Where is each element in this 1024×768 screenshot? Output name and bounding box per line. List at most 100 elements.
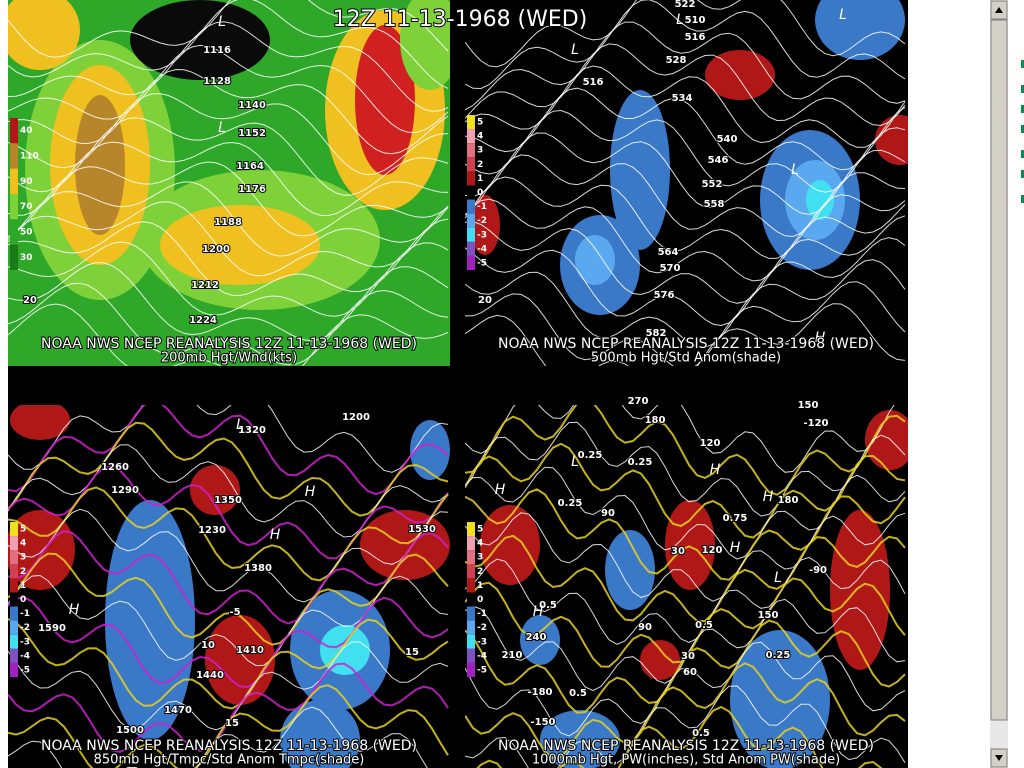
contour-label: 0.25 [628,457,653,468]
contour-label: 1260 [101,462,129,473]
contour-line [8,574,449,667]
contour-label: 30 [681,651,695,662]
contour-line [8,405,449,473]
pressure-center: L [236,417,244,433]
contour-label: 180 [778,495,799,506]
legend-swatch [10,550,18,565]
contour-label: 1128 [203,76,231,87]
legend-swatch [467,550,475,565]
contour-label: -180 [527,687,552,698]
legend-label: -5 [477,665,487,675]
legend-label: 110 [20,152,39,162]
legend-swatch [467,115,475,130]
legend-label: -3 [477,230,487,240]
contour-label: 1212 [191,280,219,291]
contour-label: 582 [646,328,667,339]
contour-label: 120 [700,438,721,449]
legend-swatch [467,620,475,635]
pressure-center: L [571,454,579,470]
contour-line [465,259,906,349]
contour-line [8,68,449,155]
contour-line [465,87,906,171]
contour-label: -5 [229,607,240,618]
contour-label: 1116 [203,45,231,56]
legend-swatch [467,241,475,256]
legend-swatch [467,171,475,186]
pressure-center: H [533,604,544,620]
contour-line [465,109,906,193]
panel-subcaption: 500mb Hgt/Std Anom(shade) [591,351,781,366]
contour-label: 564 [658,247,679,258]
legend-label: -1 [477,609,487,619]
legend-label: -2 [477,216,487,226]
pressure-center: H [305,484,316,500]
map-title: 12Z 11-13-1968 (WED) [333,7,588,32]
contour-line [465,303,906,366]
contour-line [465,0,906,68]
contour-label: 150 [798,400,819,411]
legend-label: 3 [477,553,483,563]
contour-label: 150 [758,610,779,621]
contour-line [465,215,906,304]
contour-line [465,405,895,473]
contour-label: 558 [704,199,725,210]
legend-label: 70 [20,202,33,212]
contour-line [465,534,906,623]
legend-swatch [467,662,475,677]
contour-line [465,132,906,215]
contour-label: 1320 [238,425,266,436]
legend-swatch [10,592,18,607]
pressure-center: H [495,482,506,498]
pressure-center: L [571,42,579,58]
contour-label: 516 [583,77,604,88]
legend-label: 4 [477,132,483,142]
contour-line [465,556,906,645]
contour-label: 210 [502,650,523,661]
contour-line [8,117,449,196]
contour-label: 510 [685,15,706,26]
legend-swatch [10,522,18,537]
contour-label: 20 [478,295,492,306]
pressure-center: L [791,162,799,178]
contour-label: 240 [526,632,547,643]
legend-label: 5 [477,118,483,128]
legend-swatch [467,199,475,214]
contour-label: 522 [675,0,696,10]
legend-swatch [467,255,475,270]
contour-label: 120 [702,545,723,556]
contour-line [8,552,449,646]
contour-line [465,21,906,111]
legend-swatch [467,536,475,551]
contour-line [8,262,449,342]
legend-swatch [10,648,18,663]
contour-label: 0.25 [578,450,603,461]
legend-label: -2 [477,623,487,633]
contour-line [465,421,906,517]
contour-line [465,619,906,714]
contour-label: 15 [405,647,419,658]
legend-swatch [10,564,18,579]
legend-label: 50 [20,228,33,238]
contour-group [8,0,449,366]
legend-swatch [467,185,475,200]
contour-label: 552 [702,179,723,190]
overlay: 12Z 11-13-1968 (WED) 4011090705030111611… [10,0,875,768]
contour-line [8,0,449,58]
contour-label: 1230 [198,525,226,536]
contour-label: 1200 [342,412,370,423]
contour-line [8,218,449,297]
legend-swatch [467,564,475,579]
legend-label: -4 [477,651,487,661]
contour-line [8,508,449,603]
legend-label: 1 [477,581,483,591]
pressure-center: L [774,570,782,586]
contour-line [465,641,906,737]
legend-swatch [10,118,18,144]
scroll-thumb[interactable] [990,19,1008,721]
contour-label: 0.5 [695,620,713,631]
contour-group [8,405,449,768]
contour-label: 90 [638,622,652,633]
contour-label: 1380 [244,563,272,574]
contour-label: 1470 [164,705,192,716]
legend-swatch [10,578,18,593]
